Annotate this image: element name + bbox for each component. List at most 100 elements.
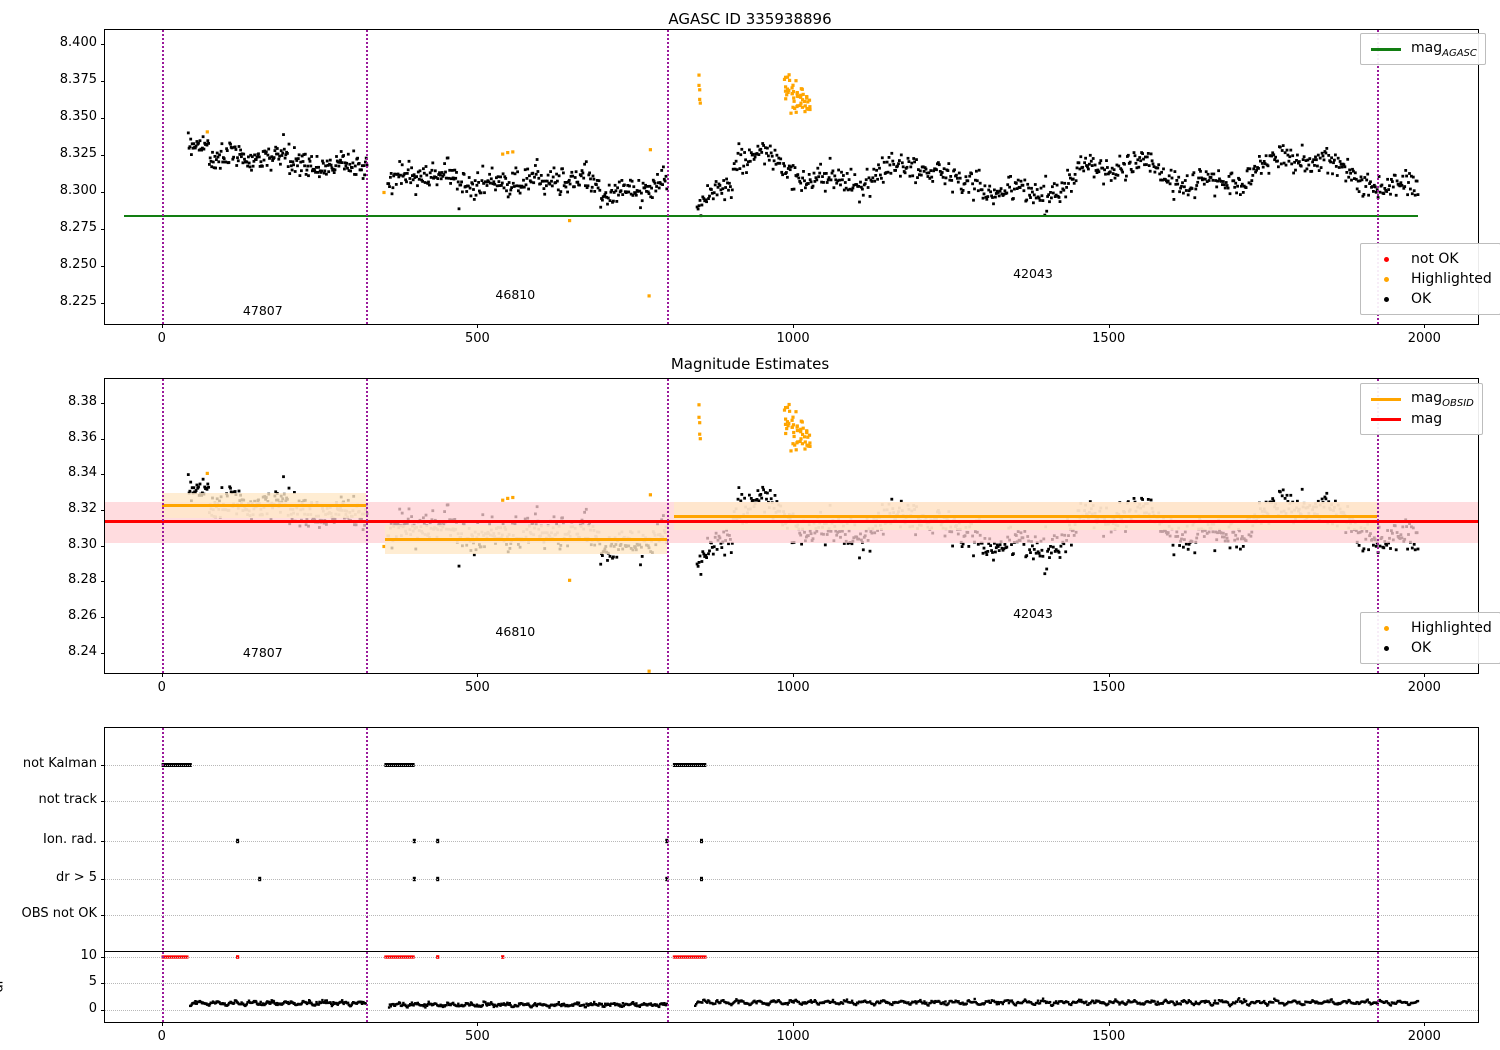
dr-value-point	[571, 1004, 575, 1007]
dr-value-point	[410, 1001, 414, 1004]
dr-value-point	[787, 1001, 790, 1004]
dr-value-point	[463, 1004, 467, 1007]
dr-value-point	[1014, 1004, 1018, 1007]
panel3-dr-gridline	[105, 983, 1478, 984]
dr-value-point	[190, 1003, 193, 1006]
dr-value-point	[1239, 1000, 1243, 1003]
panel1-legend-bottom-item-0[interactable]: not OK	[1369, 249, 1492, 269]
panel3-xtick-label: 500	[465, 1029, 490, 1044]
panel2-legend-top-item-0[interactable]: magOBSID	[1369, 389, 1474, 409]
dr-value-point	[1220, 999, 1224, 1002]
dr-value-point	[269, 1002, 272, 1005]
dr-value-point	[1236, 998, 1240, 1001]
dr-value-point	[789, 999, 792, 1002]
panel2-ytick-label: 8.36	[68, 429, 97, 445]
panel3-dr-tick-mark	[101, 957, 105, 958]
dr-value-point	[548, 1006, 551, 1009]
dr-value-point	[576, 1001, 579, 1004]
dr-value-point	[401, 1003, 404, 1006]
dr-value-point	[485, 1004, 489, 1007]
dr-value-point	[1090, 1000, 1093, 1004]
dr-value-point	[1226, 1001, 1230, 1004]
dr-value-point	[336, 1003, 339, 1006]
panel1-legend-bottom-item-1[interactable]: Highlighted	[1369, 269, 1492, 289]
dr-value-point	[767, 1003, 770, 1007]
panel3-dr-tick-mark	[101, 983, 105, 984]
dr-value-point	[854, 1003, 858, 1007]
mag-obsid-line-46810	[384, 537, 667, 541]
panel2-xtick-label: 0	[157, 680, 166, 695]
dr-value-point	[856, 1002, 860, 1005]
panel2-xtick-label: 2000	[1407, 680, 1441, 695]
dr-value-point	[1211, 1003, 1215, 1007]
dr-value-point	[269, 1001, 273, 1004]
obsid-label-47807: 47807	[242, 303, 283, 318]
dr-value-point	[1022, 999, 1026, 1003]
dr-value-point	[638, 1005, 641, 1008]
dr-value-point	[533, 1002, 537, 1005]
panel1-legend-top-item-0[interactable]: magAGASC	[1369, 39, 1477, 59]
dr-value-point	[1203, 1001, 1207, 1004]
panel3-xtick-label: 0	[157, 1029, 166, 1044]
panel3-dr-axis-label: dr	[0, 978, 7, 993]
dr-value-point	[938, 1000, 941, 1003]
dr-value-point	[315, 1000, 318, 1004]
panel1-legend-mag-agasc[interactable]: magAGASC	[1360, 33, 1486, 65]
panel2-legend-bottom-item-1[interactable]: OK	[1369, 638, 1492, 658]
legend-dot-swatch	[1369, 296, 1403, 302]
legend-label: OK	[1411, 291, 1432, 307]
dr-value-point	[276, 1003, 279, 1007]
panel2-legend-bottom-item-0[interactable]: Highlighted	[1369, 618, 1492, 638]
panel2-legend-lines[interactable]: magOBSID mag	[1360, 383, 1483, 435]
panel2-ytick-mark	[101, 474, 105, 476]
panel2-ytick-label: 8.32	[68, 500, 97, 516]
dr-value-point	[869, 1000, 872, 1003]
mag-line	[105, 520, 1478, 524]
dr-value-point	[223, 1002, 226, 1005]
dr-value-point	[620, 1005, 624, 1008]
panel3-xtick-label: 2000	[1407, 1029, 1441, 1044]
panel1-legend-markers[interactable]: not OK Highlighted OK	[1360, 243, 1500, 315]
panel2-xtick-mark	[793, 673, 795, 677]
dr-value-point	[1298, 1000, 1301, 1004]
dr-value-point	[877, 1000, 880, 1003]
dr-value-point	[983, 1002, 986, 1005]
panel3-xtick-mark	[1108, 1022, 1110, 1026]
dr-value-point	[957, 1000, 960, 1003]
dr-value-point	[1041, 997, 1045, 1000]
legend-line-swatch	[1369, 417, 1403, 421]
obsid-label-47807: 47807	[242, 645, 283, 660]
panel2-legend-top-item-1[interactable]: mag	[1369, 409, 1474, 429]
dr-value-point	[1040, 999, 1044, 1003]
dr-value-point	[247, 999, 251, 1002]
dr-value-point	[777, 999, 780, 1002]
dr-value-point	[923, 1000, 926, 1003]
dr-value-point	[507, 1003, 511, 1006]
dr-value-point	[658, 1005, 661, 1009]
panel1-legend-bottom-item-2[interactable]: OK	[1369, 289, 1492, 309]
panel3-xtick-mark	[793, 1022, 795, 1026]
dr-value-point	[808, 1000, 811, 1003]
panel1-ytick-label: 8.375	[59, 71, 97, 87]
obsid-divider	[365, 30, 368, 324]
panel2-ytick-label: 8.38	[68, 394, 97, 410]
dr-value-point	[317, 1003, 320, 1006]
panel2-xtick-mark	[477, 673, 479, 677]
dr-value-point	[1405, 1001, 1409, 1004]
dr-value-point	[1303, 1003, 1306, 1006]
dr-value-point	[942, 1001, 945, 1004]
dr-value-point	[604, 1002, 607, 1005]
dr-value-point	[1000, 1001, 1003, 1004]
panel2-legend-markers[interactable]: Highlighted OK	[1360, 612, 1500, 664]
legend-dot-swatch	[1369, 625, 1403, 631]
dr-value-point	[1212, 1002, 1216, 1005]
dr-value-point	[631, 1001, 635, 1004]
dr-value-point	[1385, 1000, 1389, 1003]
dr-value-point	[426, 1003, 430, 1006]
panel1-ytick-mark	[101, 80, 105, 82]
dr-value-point	[1033, 1003, 1037, 1006]
dr-value-point	[490, 1001, 493, 1004]
dr-value-point	[267, 1000, 270, 1004]
dr-value-point	[608, 1003, 611, 1006]
